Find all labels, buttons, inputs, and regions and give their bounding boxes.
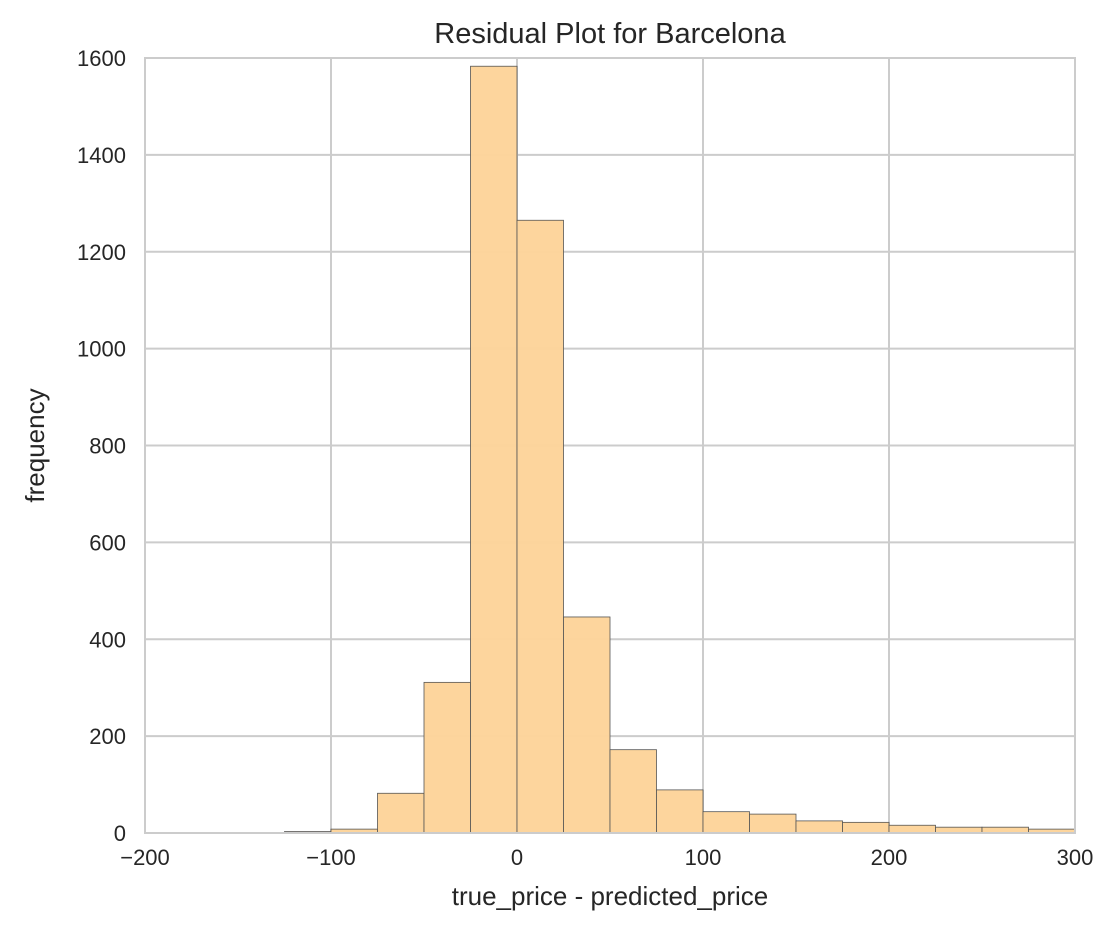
y-tick-label: 1600 xyxy=(77,46,126,71)
x-tick-label: 300 xyxy=(1057,845,1094,870)
chart-title: Residual Plot for Barcelona xyxy=(434,18,786,50)
x-axis-label: true_price - predicted_price xyxy=(452,881,769,911)
histogram-bar xyxy=(377,792,425,834)
histogram-bar xyxy=(795,820,843,834)
histogram-bar xyxy=(888,824,936,834)
histogram-bar xyxy=(749,813,797,834)
histogram-bar xyxy=(609,749,657,834)
y-tick-label: 600 xyxy=(89,530,126,555)
plot-frame xyxy=(144,57,1076,834)
x-tick-label: 100 xyxy=(685,845,722,870)
y-tick-label: 400 xyxy=(89,627,126,652)
x-tick-label: −100 xyxy=(306,845,356,870)
histogram-bar xyxy=(842,821,890,834)
y-tick-label: 800 xyxy=(89,434,126,459)
histogram-bar xyxy=(516,219,564,834)
x-tick-label: 0 xyxy=(511,845,523,870)
y-tick-label: 1400 xyxy=(77,143,126,168)
histogram-bar xyxy=(656,789,704,834)
y-tick-label: 1000 xyxy=(77,337,126,362)
histogram-bar xyxy=(702,811,750,834)
bars xyxy=(284,65,1076,834)
y-axis-label: frequency xyxy=(20,388,50,502)
y-tick-label: 1200 xyxy=(77,240,126,265)
x-tick-label: 200 xyxy=(871,845,908,870)
histogram-bar xyxy=(470,65,518,834)
x-tick-labels: −200 −100 0 100 200 300 xyxy=(120,845,1093,870)
y-tick-label: 200 xyxy=(89,724,126,749)
histogram-bar xyxy=(423,681,471,834)
y-tick-label: 0 xyxy=(114,821,126,846)
y-tick-labels: 0 200 400 600 800 1000 1200 1400 1600 xyxy=(77,46,126,846)
x-tick-label: −200 xyxy=(120,845,170,870)
histogram-bar xyxy=(563,616,611,834)
